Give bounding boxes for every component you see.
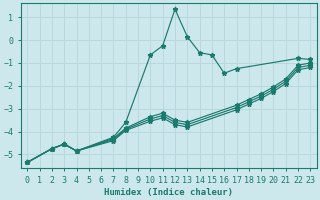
X-axis label: Humidex (Indice chaleur): Humidex (Indice chaleur) <box>104 188 233 197</box>
